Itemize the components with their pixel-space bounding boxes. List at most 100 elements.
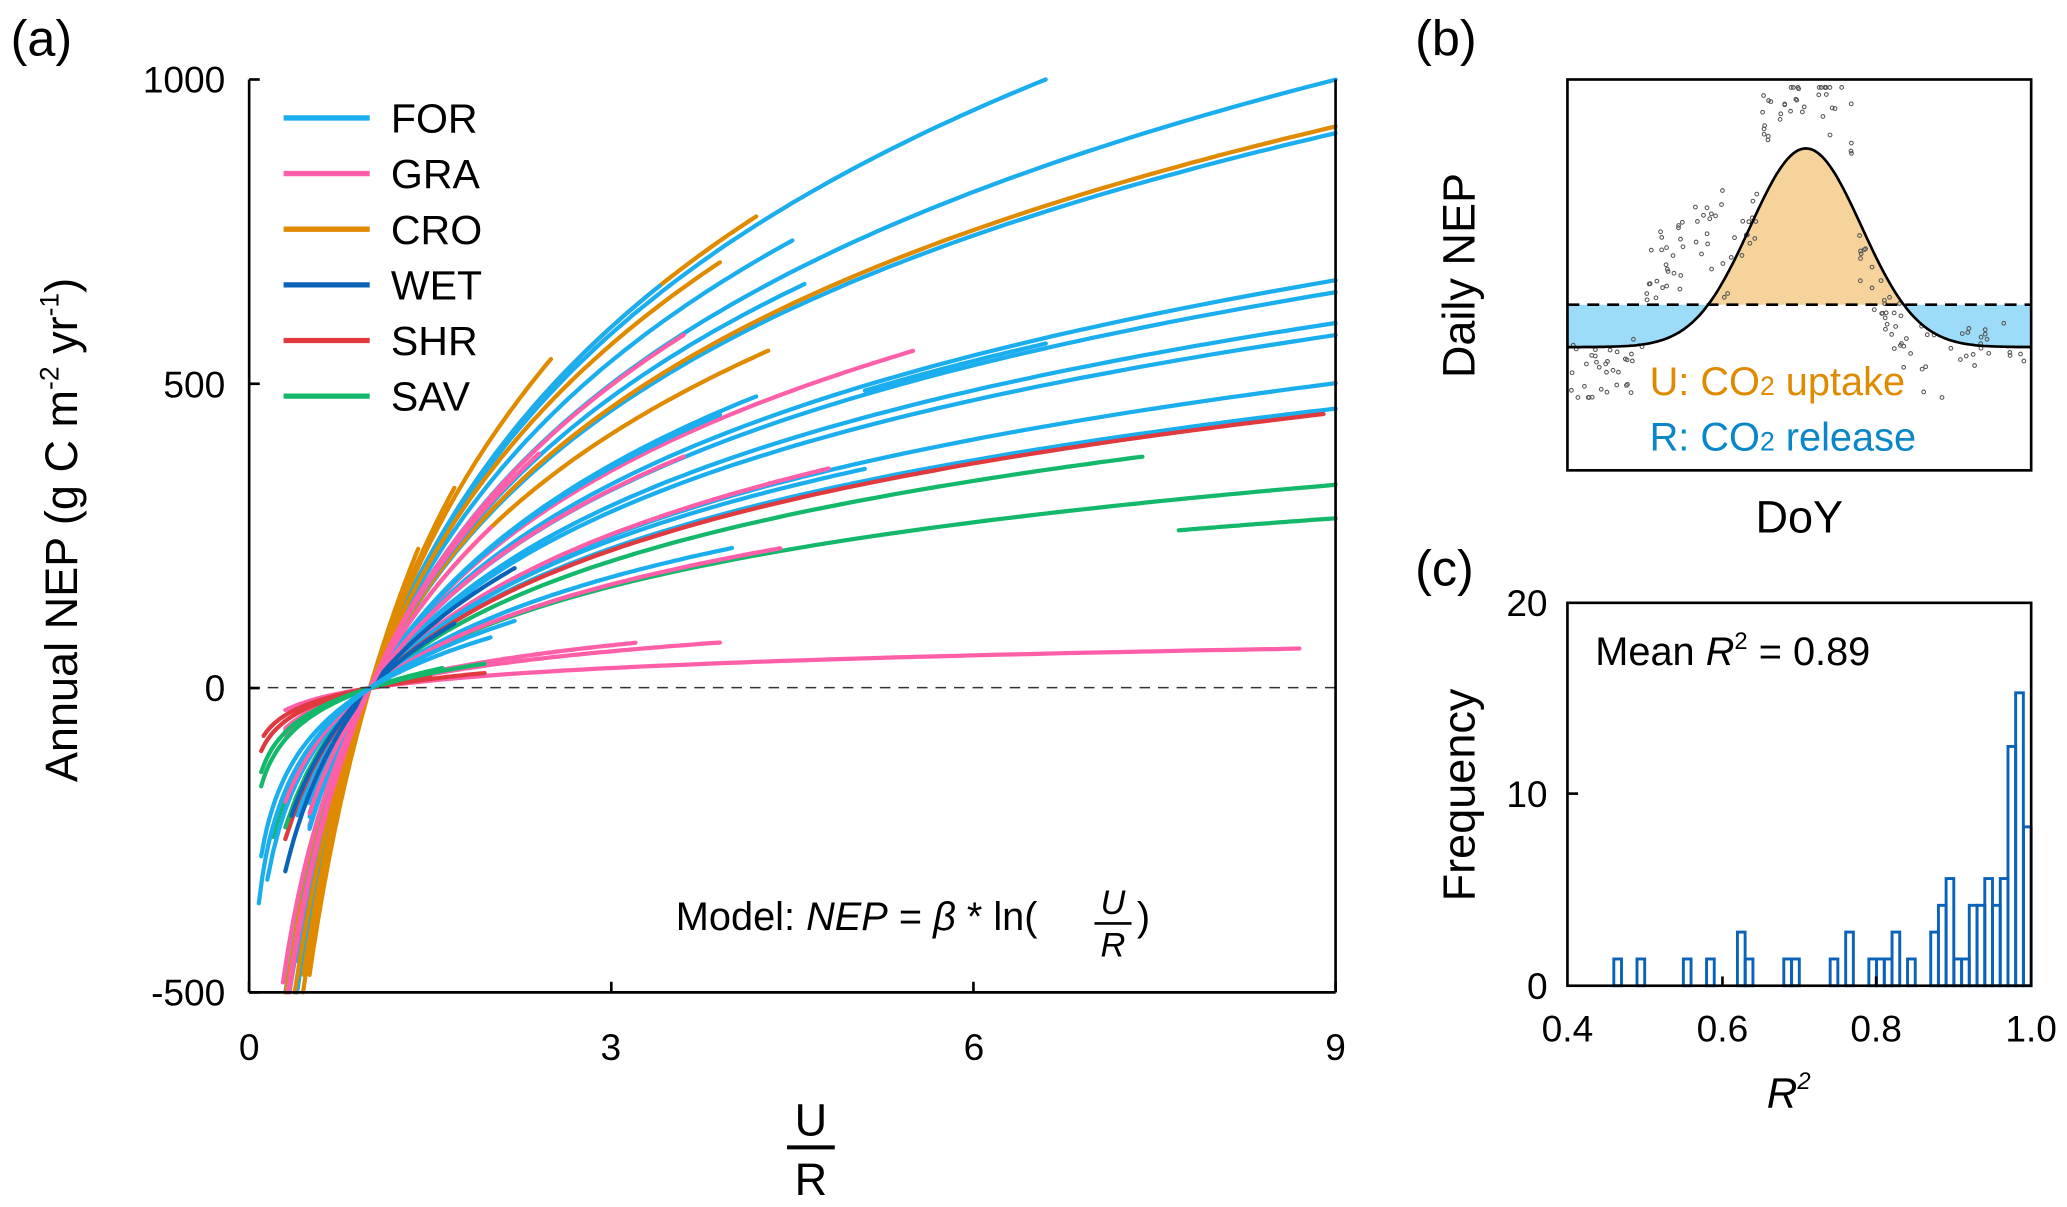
panel-label-a: (a): [11, 10, 73, 67]
y-axis-label: Annual NEP (g C m-2 yr-1): [34, 278, 87, 782]
daily-point: [1701, 212, 1706, 218]
daily-point: [1592, 353, 1598, 359]
daily-point: [1970, 352, 1976, 357]
legend-item-cro: CRO: [283, 207, 482, 253]
daily-point: [1732, 235, 1737, 241]
daily-point: [1858, 248, 1863, 254]
daily-point: [1746, 219, 1752, 225]
x-tick-label: 1.0: [2005, 1007, 2057, 1049]
daily-point: [1919, 366, 1925, 372]
daily-point: [1693, 239, 1699, 245]
daily-point: [2001, 320, 2007, 326]
x-tick-label: 3: [601, 1026, 622, 1068]
daily-point: [1616, 369, 1621, 375]
daily-point: [1986, 350, 1992, 356]
legend-label: FOR: [391, 95, 478, 141]
daily-point: [1594, 359, 1599, 365]
daily-point: [1709, 266, 1714, 272]
daily-point: [1586, 395, 1592, 400]
curve-cro: [300, 485, 457, 995]
histogram-bars: [1612, 691, 2033, 988]
daily-point: [1644, 291, 1650, 296]
daily-point: [1959, 331, 1965, 336]
curve-for: [301, 281, 807, 902]
daily-point: [1857, 233, 1862, 238]
daily-point: [1893, 324, 1899, 329]
histogram-bar: [1890, 930, 1902, 988]
daily-point: [1658, 229, 1663, 235]
daily-point: [1747, 240, 1753, 246]
daily-point: [1676, 225, 1681, 231]
daily-point: [1788, 85, 1794, 90]
daily-point: [1849, 151, 1854, 156]
legend-label: CRO: [391, 207, 482, 253]
daily-point: [2007, 353, 2013, 358]
daily-point: [1924, 332, 1930, 338]
legend-label: WET: [391, 262, 482, 308]
daily-point: [1948, 345, 1954, 351]
y-tick-label: -500: [151, 972, 225, 1014]
daily-point: [1671, 270, 1677, 276]
legend-label: SHR: [391, 318, 478, 364]
daily-point: [1728, 255, 1734, 260]
curve-wet: [283, 566, 517, 874]
curve-cro: [292, 260, 723, 995]
daily-point: [1707, 216, 1713, 222]
daily-point: [1596, 364, 1602, 370]
daily-point: [1676, 223, 1681, 228]
daily-point: [2007, 350, 2013, 355]
daily-point: [1604, 389, 1610, 395]
daily-point: [1958, 357, 1963, 362]
curve-for: [862, 341, 1048, 393]
daily-point: [1848, 140, 1854, 146]
panel-b: U: CO2 uptake R: CO2 release DoY Daily N…: [1434, 78, 2033, 543]
panel-a: 0 3 6 9 1000 500 0 -500 Annual NEP (g C …: [34, 59, 1346, 1205]
curve-gra: [285, 451, 542, 995]
daily-point: [1829, 105, 1835, 111]
daily-point: [2021, 358, 2027, 364]
daily-point: [1653, 295, 1659, 301]
curve-gra: [283, 546, 783, 804]
daily-point: [1693, 204, 1698, 210]
daily-point: [1628, 390, 1634, 395]
histogram-bar: [1635, 957, 1647, 988]
daily-point: [1705, 241, 1711, 247]
daily-point: [1625, 381, 1630, 387]
daily-point: [1677, 286, 1683, 292]
daily-point: [1801, 104, 1807, 110]
daily-point: [1889, 332, 1895, 337]
daily-point: [1984, 336, 1990, 342]
daily-point: [1923, 364, 1929, 370]
daily-point: [1704, 231, 1710, 237]
daily-point: [1898, 343, 1903, 348]
x-axis-label-numerator: U: [795, 1094, 828, 1145]
daily-point: [1720, 261, 1726, 266]
daily-point: [1761, 131, 1767, 137]
legend-item-sav: SAV: [283, 374, 471, 420]
curve-gra: [280, 525, 493, 985]
curve-for: [295, 238, 795, 963]
daily-point: [1858, 251, 1864, 257]
legend-item-gra: GRA: [283, 151, 481, 197]
daily-point: [1584, 361, 1589, 367]
legend-label: SAV: [391, 374, 471, 420]
daily-point: [1963, 353, 1969, 359]
daily-point: [1871, 307, 1877, 313]
daily-point: [1713, 213, 1718, 219]
daily-point: [1766, 98, 1771, 103]
daily-point: [1799, 109, 1805, 115]
panel-label-c: (c): [1415, 540, 1474, 597]
daily-point: [1761, 126, 1767, 132]
curve-shr: [283, 411, 1326, 842]
daily-point: [1869, 264, 1875, 270]
daily-point: [1569, 387, 1574, 393]
curve-gra: [307, 454, 686, 816]
daily-point: [1654, 278, 1660, 284]
daily-point: [1664, 266, 1670, 272]
daily-point: [1614, 382, 1620, 388]
ticks: [247, 78, 1337, 994]
legend: FOR GRA CRO WET SHR SAV: [283, 95, 482, 420]
legend-label: GRA: [391, 151, 481, 197]
daily-point: [1761, 93, 1766, 98]
